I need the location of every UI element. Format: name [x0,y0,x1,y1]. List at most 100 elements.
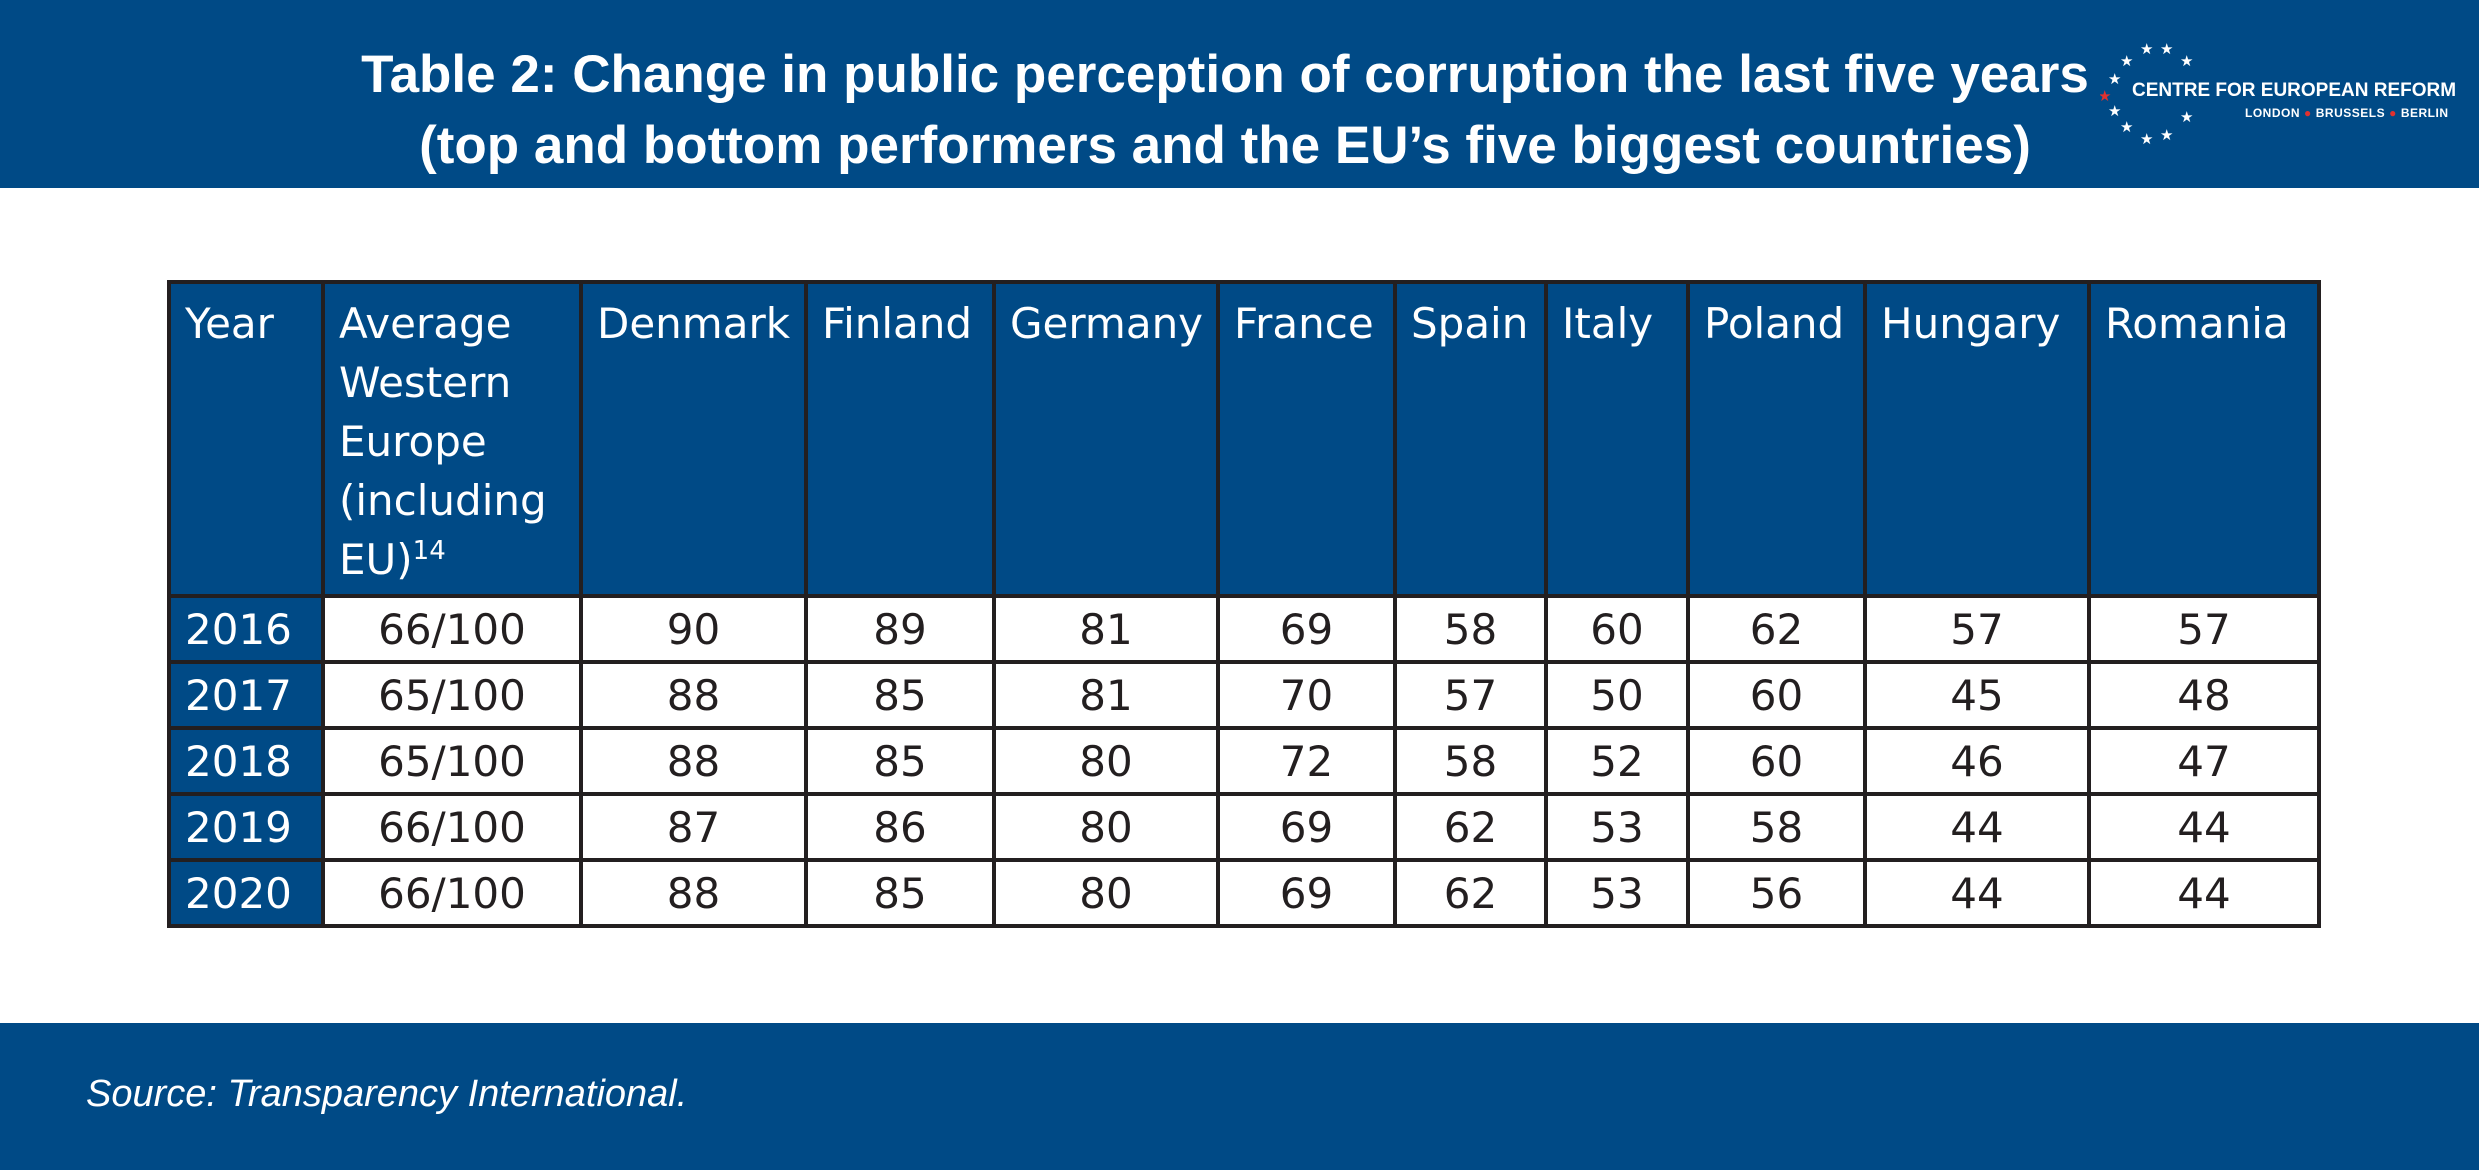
table-cell: 50 [1544,660,1690,730]
table-cell: 69 [1216,594,1397,664]
table-cell: 80 [992,858,1220,928]
table-cell: 85 [804,858,996,928]
header-banner: Table 2: Change in public perception of … [0,0,2479,188]
table-cell: 66/100 [321,858,583,928]
logo-city: BRUSSELS [2315,106,2386,120]
year-cell: 2018 [167,726,325,796]
title-line-1: Table 2: Change in public perception of … [361,45,2089,104]
table-cell: 88 [579,858,808,928]
title-line-2: (top and bottom performers and the EU’s … [419,116,2031,175]
year-cell: 2020 [167,858,325,928]
table-cell: 66/100 [321,792,583,862]
table-cell: 70 [1216,660,1397,730]
column-header: Spain [1393,280,1548,598]
corruption-table: Year Average Western Europe (including E… [167,280,2321,928]
svg-text:★: ★ [2108,102,2121,120]
table-cell: 87 [579,792,808,862]
svg-text:★: ★ [2120,118,2133,136]
table-cell: 45 [1863,660,2091,730]
source-note: Source: Transparency International. [86,1073,688,1115]
table-cell: 85 [804,726,996,796]
cer-logo: ★ ★ ★ ★ ★ ★ ★ ★ ★ ★ ★ CENTRE FOR EUROPEA… [2100,40,2460,150]
table-cell: 53 [1544,858,1690,928]
column-header: France [1216,280,1397,598]
column-header: Hungary [1863,280,2091,598]
column-header: Finland [804,280,996,598]
logo-separator-dot: ● [2389,106,2397,120]
svg-text:★: ★ [2120,52,2133,70]
page-title: Table 2: Change in public perception of … [300,40,2150,182]
table-cell: 60 [1686,726,1867,796]
table-row: 2017 65/100 88 85 81 70 57 50 60 45 48 [167,660,2321,730]
table-cell: 44 [1863,858,2091,928]
table-cell: 65/100 [321,660,583,730]
table-cell: 72 [1216,726,1397,796]
table-cell: 46 [1863,726,2091,796]
logo-city: BERLIN [2400,106,2449,120]
table-cell: 60 [1544,594,1690,664]
table-row: 2019 66/100 87 86 80 69 62 53 58 44 44 [167,792,2321,862]
table-cell: 85 [804,660,996,730]
year-cell: 2019 [167,792,325,862]
table-cell: 48 [2087,660,2321,730]
column-header: Italy [1544,280,1690,598]
table-cell: 58 [1393,594,1548,664]
table-row: 2020 66/100 88 85 80 69 62 53 56 44 44 [167,858,2321,928]
table-cell: 80 [992,726,1220,796]
table-cell: 88 [579,726,808,796]
table-cell: 62 [1393,858,1548,928]
table-header-row: Year Average Western Europe (including E… [167,280,2321,598]
column-header: Denmark [579,280,808,598]
column-header: Poland [1686,280,1867,598]
table-cell: 58 [1686,792,1867,862]
table-cell: 53 [1544,792,1690,862]
eu-stars-icon: ★ ★ ★ ★ ★ ★ ★ ★ ★ ★ ★ [2100,40,2193,148]
table-cell: 58 [1393,726,1548,796]
svg-text:★: ★ [2160,40,2173,58]
footnote-marker: 14 [412,536,446,566]
table-cell: 56 [1686,858,1867,928]
table-row: 2018 65/100 88 85 80 72 58 52 60 46 47 [167,726,2321,796]
table-cell: 89 [804,594,996,664]
table-cell: 62 [1393,792,1548,862]
table-cell: 69 [1216,792,1397,862]
svg-text:★: ★ [2140,40,2153,58]
table-cell: 47 [2087,726,2321,796]
svg-text:★: ★ [2160,126,2173,144]
table-cell: 57 [1393,660,1548,730]
table-cell: 44 [2087,858,2321,928]
table-cell: 81 [992,660,1220,730]
table-cell: 65/100 [321,726,583,796]
table-cell: 86 [804,792,996,862]
table-cell: 90 [579,594,808,664]
table-body: 2016 66/100 90 89 81 69 58 60 62 57 57 2017 65/100 88… [167,594,2321,928]
column-header: Germany [992,280,1220,598]
footer-banner: Source: Transparency International. [0,1023,2479,1170]
table-cell: 57 [1863,594,2091,664]
column-header: Romania [2087,280,2321,598]
table-cell: 66/100 [321,594,583,664]
svg-text:★: ★ [2140,130,2153,148]
table-cell: 69 [1216,858,1397,928]
year-cell: 2016 [167,594,325,664]
svg-text:★: ★ [2180,52,2193,70]
year-cell: 2017 [167,660,325,730]
column-header: Year [167,280,325,598]
logo-city: LONDON [2245,106,2300,120]
column-header: Average Western Europe (including EU)14 [321,280,583,598]
logo-cities: LONDON ● BRUSSELS ● BERLIN [2245,106,2449,120]
table-cell: 88 [579,660,808,730]
table-cell: 80 [992,792,1220,862]
logo-separator-dot: ● [2304,106,2312,120]
column-header-label: Average Western Europe (including EU) [339,299,547,584]
svg-text:★: ★ [2100,87,2111,105]
table-cell: 62 [1686,594,1867,664]
table-cell: 60 [1686,660,1867,730]
table-row: 2016 66/100 90 89 81 69 58 60 62 57 57 [167,594,2321,664]
table-cell: 44 [2087,792,2321,862]
logo-name: CENTRE FOR EUROPEAN REFORM [2132,80,2457,101]
table-cell: 44 [1863,792,2091,862]
table-cell: 52 [1544,726,1690,796]
svg-text:★: ★ [2108,70,2121,88]
svg-text:★: ★ [2180,108,2193,126]
